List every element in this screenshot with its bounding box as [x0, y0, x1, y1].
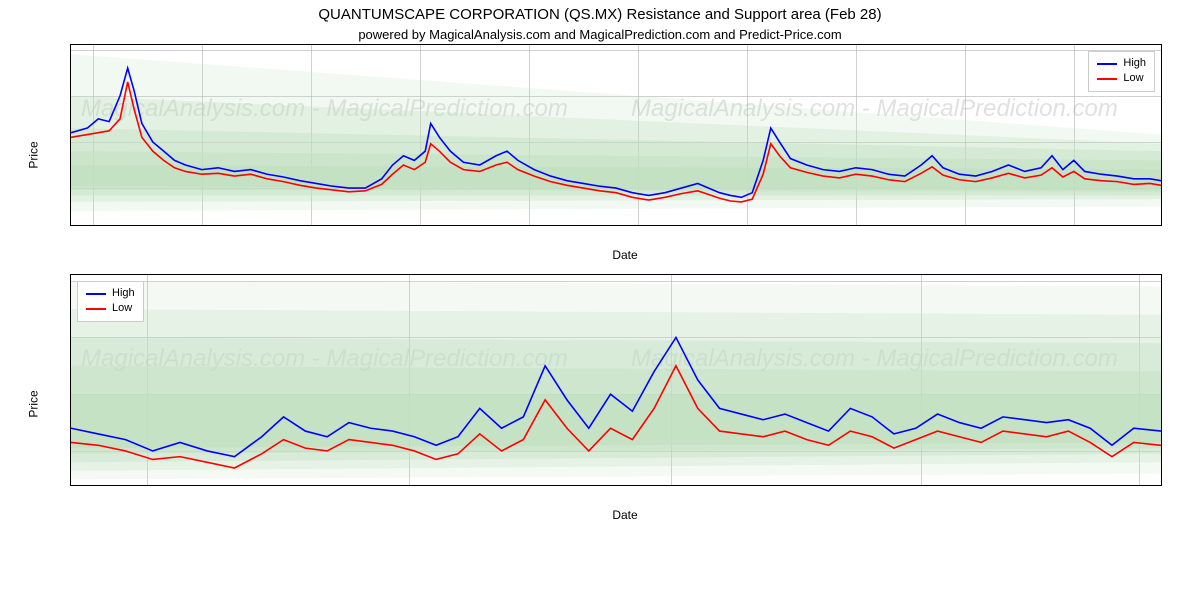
xlabel: Date [70, 226, 1180, 262]
xtick-label: 2024-03 [509, 225, 549, 226]
ylabel: Price [27, 390, 41, 417]
gridline [1161, 45, 1162, 225]
top-chart-panel: Price MagicalAnalysis.com - MagicalPredi… [70, 44, 1180, 266]
xtick-label: 2023-11 [291, 225, 331, 226]
xtick-label: 2023-07 [73, 225, 113, 226]
legend-item-low: Low [1097, 71, 1146, 86]
xtick-label: 2024-12 [389, 485, 429, 486]
xtick-label: 2025-03 [1141, 225, 1162, 226]
legend-label: High [1123, 56, 1146, 71]
legend-item-high: High [1097, 56, 1146, 71]
xlabel: Date [70, 486, 1180, 522]
support-resistance-band [71, 394, 1161, 448]
legend: HighLow [1088, 51, 1155, 92]
chart-svg [71, 275, 1161, 485]
top-plot-area: MagicalAnalysis.com - MagicalPrediction.… [70, 44, 1162, 226]
legend-swatch [1097, 63, 1117, 65]
bottom-chart-panel: Price MagicalAnalysis.com - MagicalPredi… [70, 274, 1180, 534]
xtick-label: 2024-11 [128, 485, 168, 486]
legend-label: High [112, 286, 135, 301]
legend-swatch [86, 308, 106, 310]
xtick-label: 2024-01 [400, 225, 440, 226]
legend-swatch [86, 293, 106, 295]
xtick-label: 2024-11 [945, 225, 985, 226]
xtick-label: 2025-03 [1119, 485, 1159, 486]
chart-title: QUANTUMSCAPE CORPORATION (QS.MX) Resista… [0, 0, 1200, 23]
legend-swatch [1097, 78, 1117, 80]
xtick-label: 2024-09 [836, 225, 876, 226]
xtick-label: 2025-02 [901, 485, 941, 486]
bottom-plot-area: MagicalAnalysis.com - MagicalPrediction.… [70, 274, 1162, 486]
legend-label: Low [1123, 71, 1143, 86]
ylabel: Price [27, 141, 41, 168]
legend-item-low: Low [86, 301, 135, 316]
legend: HighLow [77, 281, 144, 322]
chart-subtitle: powered by MagicalAnalysis.com and Magic… [0, 23, 1200, 44]
chart-svg [71, 45, 1161, 225]
legend-label: Low [112, 301, 132, 316]
legend-item-high: High [86, 286, 135, 301]
xtick-label: 2023-09 [182, 225, 222, 226]
xtick-label: 2024-07 [727, 225, 767, 226]
xtick-label: 2025-01 [650, 485, 690, 486]
xtick-label: 2024-05 [618, 225, 658, 226]
xtick-label: 2025-01 [1054, 225, 1094, 226]
